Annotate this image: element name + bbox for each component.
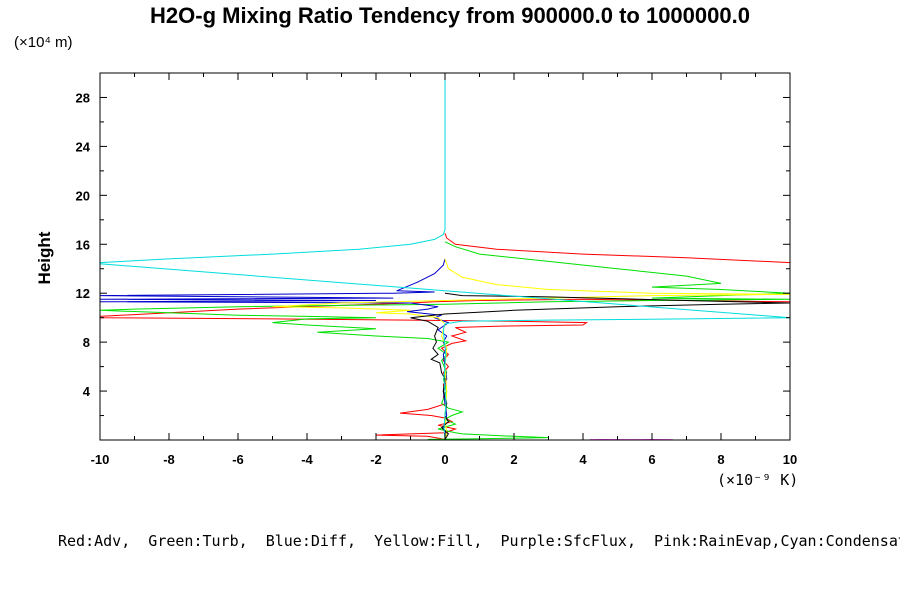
y-axis-unit: (×10⁴ m) — [14, 34, 73, 51]
x-axis-unit: (×10⁻⁹ K) — [717, 471, 799, 489]
x-tick-label: 10 — [783, 452, 797, 467]
y-tick-label: 20 — [76, 188, 90, 203]
y-tick-label: 28 — [76, 90, 90, 105]
y-tick-label: 4 — [83, 384, 91, 399]
x-tick-label: -2 — [370, 452, 382, 467]
x-tick-label: 8 — [717, 452, 724, 467]
series-line-2 — [99, 258, 450, 440]
series-line-3 — [272, 258, 791, 440]
chart-title: H2O-g Mixing Ratio Tendency from 900000.… — [150, 3, 750, 28]
series-line-1 — [99, 241, 791, 440]
y-tick-label: 12 — [76, 286, 90, 301]
y-tick-label: 24 — [76, 139, 91, 154]
series-layer — [99, 74, 791, 441]
x-tick-label: 6 — [648, 452, 655, 467]
legend-text: Red:Adv, Green:Turb, Blue:Diff, Yellow:F… — [58, 532, 900, 550]
x-tick-label: 0 — [441, 452, 448, 467]
series-line-4 — [410, 292, 791, 440]
x-tick-label: -6 — [232, 452, 244, 467]
x-tick-label: -10 — [91, 452, 110, 467]
y-tick-label: 8 — [83, 335, 90, 350]
x-tick-label: 2 — [510, 452, 517, 467]
x-tick-label: -8 — [163, 452, 175, 467]
series-line-0 — [99, 233, 791, 440]
x-tick-label: 4 — [579, 452, 587, 467]
y-tick-label: 16 — [76, 237, 90, 252]
x-tick-label: -4 — [301, 452, 313, 467]
